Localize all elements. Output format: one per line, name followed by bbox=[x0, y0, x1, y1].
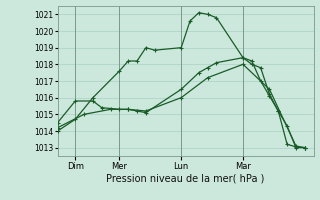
X-axis label: Pression niveau de la mer( hPa ): Pression niveau de la mer( hPa ) bbox=[107, 173, 265, 183]
